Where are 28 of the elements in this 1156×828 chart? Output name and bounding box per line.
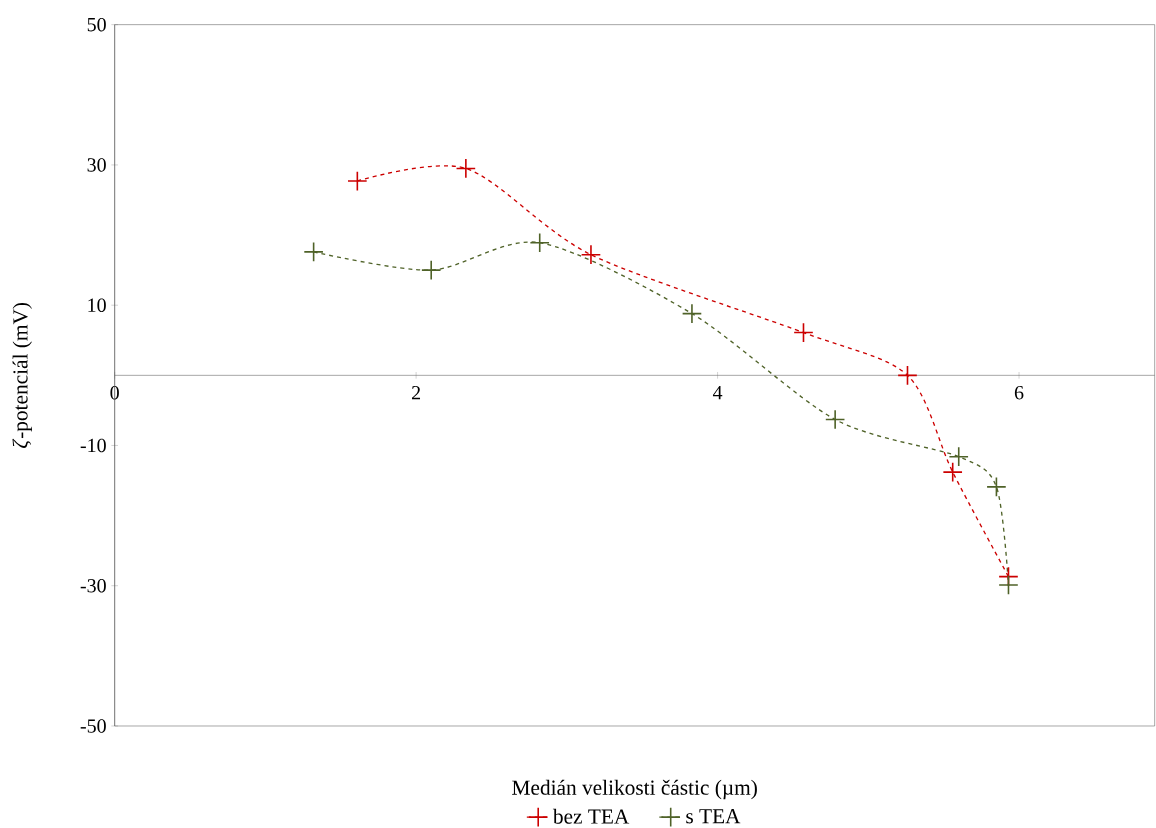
point [825, 409, 846, 430]
y-tick-label: 30 [87, 158, 106, 172]
y-tick-label: -10 [80, 438, 106, 453]
y-axis-title: ζ-potenciál (mV) [12, 302, 32, 448]
point [793, 322, 814, 343]
point [529, 232, 550, 253]
point [421, 259, 442, 281]
y-tick-label: 10 [88, 298, 106, 312]
x-tick-label: 2 [412, 386, 421, 400]
x-axis-title: Medián velikosti částic (µm) [512, 779, 757, 800]
point [580, 244, 602, 265]
x-tick-label: 6 [1014, 386, 1024, 400]
point [347, 170, 368, 192]
point [942, 461, 963, 483]
y-tick-label: 50 [87, 17, 106, 32]
x-tick-label: 4 [712, 386, 723, 400]
point [455, 158, 476, 179]
point [948, 446, 969, 467]
point [303, 241, 324, 263]
point [998, 574, 1019, 596]
y-tick-label: -30 [80, 578, 106, 593]
x-tick-label: 0 [110, 386, 119, 400]
point [986, 476, 1007, 497]
point [681, 303, 703, 324]
legend-label: bez TEA [552, 808, 630, 824]
point [897, 365, 918, 386]
y-tick-label: -50 [80, 719, 106, 733]
legend-label: s TEA [686, 809, 741, 824]
